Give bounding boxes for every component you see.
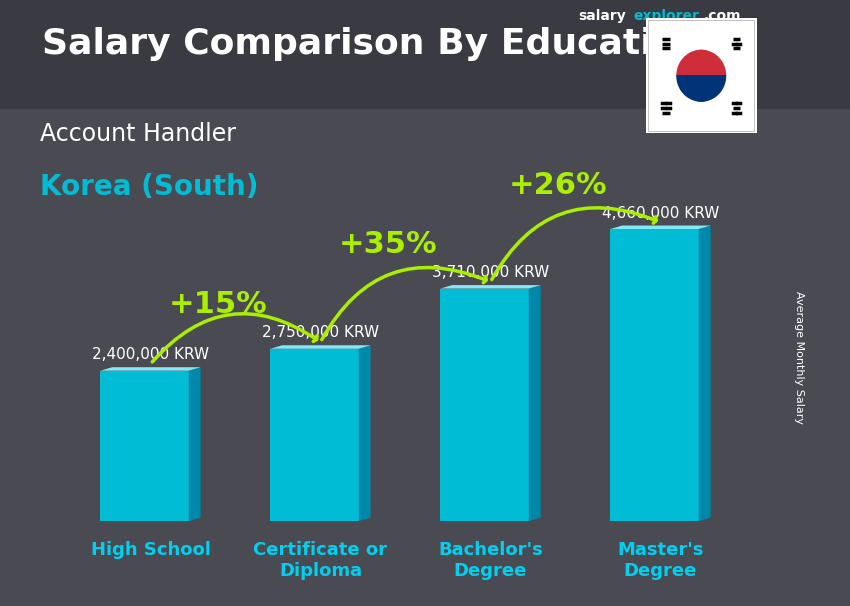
Polygon shape [610, 225, 711, 229]
Text: High School: High School [90, 541, 211, 559]
Text: Account Handler: Account Handler [40, 122, 235, 146]
Polygon shape [270, 345, 371, 349]
Polygon shape [529, 285, 541, 521]
Polygon shape [699, 225, 711, 521]
Text: explorer: explorer [633, 8, 699, 23]
Polygon shape [677, 76, 726, 101]
Text: Korea (South): Korea (South) [40, 173, 258, 201]
Text: +35%: +35% [339, 230, 438, 259]
Polygon shape [440, 285, 541, 288]
Polygon shape [189, 367, 201, 521]
Polygon shape [359, 345, 371, 521]
Polygon shape [677, 50, 726, 76]
Text: +15%: +15% [169, 290, 268, 319]
Text: Salary Comparison By Education: Salary Comparison By Education [42, 27, 704, 61]
Polygon shape [100, 371, 189, 521]
Text: 2,750,000 KRW: 2,750,000 KRW [262, 325, 379, 340]
Text: 2,400,000 KRW: 2,400,000 KRW [92, 347, 209, 362]
Polygon shape [689, 50, 713, 63]
Text: .com: .com [704, 8, 741, 23]
Text: 4,660,000 KRW: 4,660,000 KRW [602, 205, 719, 221]
FancyBboxPatch shape [649, 21, 754, 131]
Polygon shape [270, 349, 359, 521]
Text: Certificate or
Diploma: Certificate or Diploma [253, 541, 388, 580]
Text: Master's
Degree: Master's Degree [617, 541, 704, 580]
Polygon shape [440, 288, 529, 521]
Text: 3,710,000 KRW: 3,710,000 KRW [432, 265, 549, 280]
Text: +26%: +26% [509, 171, 608, 199]
Polygon shape [610, 229, 699, 521]
Polygon shape [100, 367, 201, 371]
Polygon shape [689, 88, 713, 101]
Text: Bachelor's
Degree: Bachelor's Degree [438, 541, 543, 580]
Text: Average Monthly Salary: Average Monthly Salary [794, 291, 804, 424]
Text: salary: salary [578, 8, 626, 23]
